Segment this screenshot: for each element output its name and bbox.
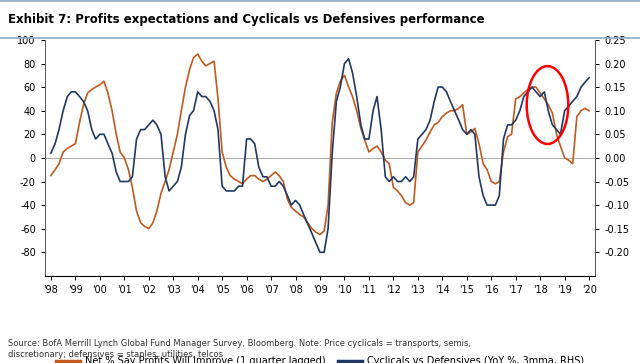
- Text: Source: BofA Merrill Lynch Global Fund Manager Survey, Bloomberg. Note: Price cy: Source: BofA Merrill Lynch Global Fund M…: [8, 339, 470, 359]
- Text: Exhibit 7: Profits expectations and Cyclicals vs Defensives performance: Exhibit 7: Profits expectations and Cycl…: [8, 13, 484, 26]
- Legend: Net % Say Profits Will Improve (1 quarter lagged), Cyclicals vs Defensives (YoY : Net % Say Profits Will Improve (1 quarte…: [52, 352, 588, 363]
